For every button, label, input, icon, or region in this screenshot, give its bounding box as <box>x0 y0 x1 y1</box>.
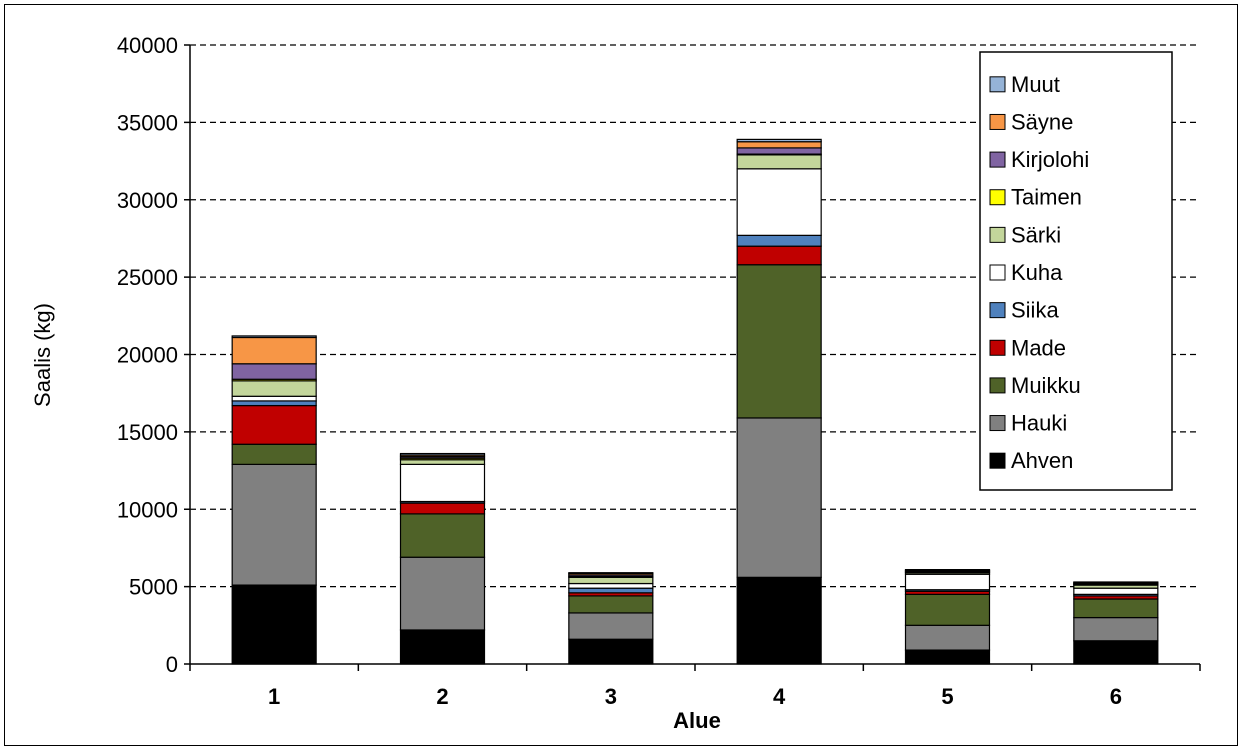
bar-segment <box>231 443 317 465</box>
bar-segment <box>231 463 317 586</box>
legend-label: Kirjolohi <box>1011 147 1089 172</box>
bar-segment <box>231 584 317 665</box>
y-tick-label: 5000 <box>129 575 178 600</box>
bar-segment <box>231 395 317 402</box>
legend-swatch <box>989 76 1006 93</box>
legend-swatch <box>989 226 1006 243</box>
bar-segment <box>1073 640 1159 665</box>
axes: 0 5000 10000 15000 20000 25000 30000 35000 40000… <box>117 33 1201 709</box>
bar-segment <box>399 556 486 631</box>
x-tick-label: 4 <box>773 684 786 709</box>
legend-label: Muut <box>1011 72 1060 97</box>
y-tick-label: 25000 <box>117 265 178 290</box>
legend-label: Särki <box>1011 222 1061 247</box>
legend-label: Kuha <box>1011 260 1063 285</box>
bar-segment <box>736 234 822 247</box>
bar-segment <box>399 629 486 665</box>
bar-segment <box>736 147 822 155</box>
bar-segment <box>231 380 317 397</box>
bar-segment <box>399 513 486 558</box>
bar-segment <box>399 502 486 515</box>
x-axis-title: Alue <box>673 708 721 733</box>
bar-segment <box>231 336 317 365</box>
bar-segment <box>231 335 317 339</box>
bar-segment <box>904 649 991 665</box>
bar-segment <box>736 168 822 236</box>
y-tick-label: 0 <box>166 652 178 677</box>
legend-swatch <box>989 189 1006 206</box>
x-tick-label: 2 <box>436 684 448 709</box>
legend: Muut Säyne Kirjolohi Taimen Särki Kuha Siika Ma… <box>979 51 1173 491</box>
legend-label: Muikku <box>1011 373 1081 398</box>
bar-segment <box>399 463 486 503</box>
bars <box>231 138 1159 665</box>
legend-swatch <box>989 452 1006 469</box>
legend-label: Taimen <box>1011 185 1082 210</box>
x-tick-label: 3 <box>605 684 617 709</box>
legend-swatch <box>989 415 1006 432</box>
bar-segment <box>1073 598 1159 619</box>
y-tick-label: 10000 <box>117 497 178 522</box>
legend-label: Hauki <box>1011 411 1067 436</box>
bar-segment <box>231 400 317 407</box>
legend-box <box>979 51 1173 491</box>
legend-swatch <box>989 113 1006 130</box>
bar-segment <box>736 154 822 170</box>
y-tick-label: 20000 <box>117 343 178 368</box>
bar-segment <box>231 404 317 445</box>
bar-segment <box>399 452 486 456</box>
bar-segment <box>904 593 991 626</box>
bar-segment <box>231 363 317 380</box>
legend-label: Made <box>1011 335 1066 360</box>
bar-segment <box>1073 581 1159 584</box>
bar-segment <box>399 459 486 465</box>
legend-label: Ahven <box>1011 448 1073 473</box>
bar-segment <box>568 572 654 575</box>
legend-swatch <box>989 339 1006 356</box>
legend-swatch <box>989 264 1006 281</box>
bar-segment <box>1073 616 1159 642</box>
x-tick-label: 5 <box>941 684 953 709</box>
bar-segment <box>1073 587 1159 595</box>
bar-segment <box>568 595 654 614</box>
bar-segment <box>736 264 822 419</box>
y-axis-title: Saalis (kg) <box>30 303 55 407</box>
legend-swatch <box>989 377 1006 394</box>
y-tick-label: 40000 <box>117 33 178 58</box>
bar-segment <box>736 576 822 665</box>
bar-segment <box>736 138 822 143</box>
bar-segment <box>904 573 991 591</box>
bar-segment <box>568 582 654 589</box>
legend-swatch <box>989 151 1006 168</box>
bar-segment <box>568 576 654 585</box>
legend-swatch <box>989 302 1006 319</box>
y-tick-label: 35000 <box>117 110 178 135</box>
bar-segment <box>568 612 654 640</box>
y-tick-label: 30000 <box>117 188 178 213</box>
bar-segment <box>568 587 654 594</box>
bar-segment <box>736 245 822 266</box>
bar-segment <box>568 638 654 665</box>
legend-label: Siika <box>1011 298 1059 323</box>
legend-label: Säyne <box>1011 109 1073 134</box>
bar-segment <box>736 417 822 578</box>
bar-segment <box>736 141 822 149</box>
y-tick-label: 15000 <box>117 420 178 445</box>
bar-segment <box>904 569 991 571</box>
bar-segment <box>904 624 991 651</box>
x-tick-label: 6 <box>1110 684 1122 709</box>
x-tick-label: 1 <box>268 684 280 709</box>
